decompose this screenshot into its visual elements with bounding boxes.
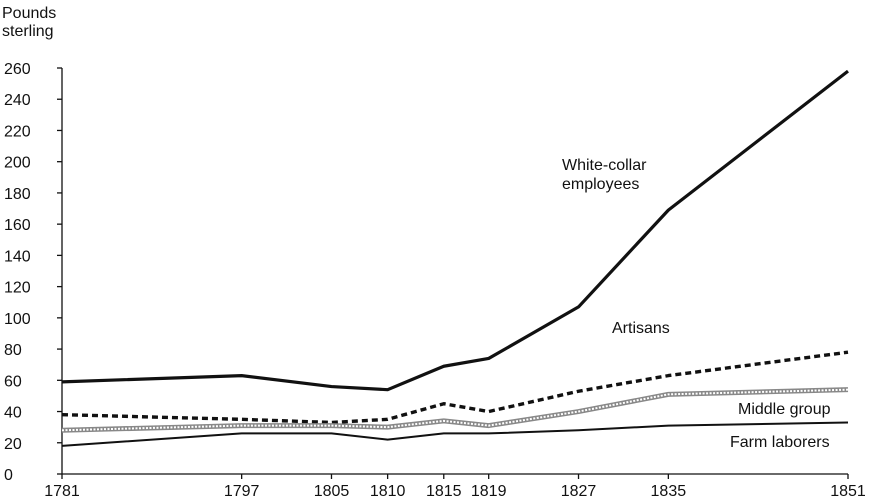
y-tick-label: 160: [4, 217, 31, 234]
x-tick-label: 1797: [224, 483, 260, 500]
series-line: [61, 388, 849, 432]
y-tick-label: 100: [4, 311, 31, 328]
series-label: Artisans: [612, 320, 670, 337]
series-label: Middle group: [738, 401, 831, 418]
y-tick-label: 80: [4, 342, 22, 359]
y-tick-label: 200: [4, 155, 31, 172]
y-tick-label: 40: [4, 405, 22, 422]
x-tick-label: 1835: [651, 483, 687, 500]
y-tick-label: 0: [4, 467, 13, 484]
x-tick-label: 1819: [471, 483, 507, 500]
series-label-line: employees: [562, 176, 639, 193]
y-tick-label: 240: [4, 92, 31, 109]
x-tick-label: 1851: [830, 483, 866, 500]
series-label-line: White-collar: [562, 157, 651, 174]
y-tick-label: 120: [4, 280, 31, 297]
y-tick-label: 180: [4, 186, 31, 203]
y-tick-label: 60: [4, 373, 22, 390]
y-tick-label: 140: [4, 248, 31, 265]
y-axis-label: Pounds: [2, 5, 56, 22]
x-tick-label: 1781: [44, 483, 80, 500]
y-tick-label: 260: [4, 61, 31, 78]
series-line: [61, 421, 849, 447]
series-line: [61, 69, 849, 392]
y-tick-label: 220: [4, 123, 31, 140]
series-label: White-collar employees: [562, 157, 651, 193]
y-axis-label: sterling: [2, 23, 54, 40]
x-tick-label: 1827: [561, 483, 597, 500]
x-tick-label: 1815: [426, 483, 462, 500]
x-tick-label: 1805: [314, 483, 350, 500]
y-tick-label: 20: [4, 436, 22, 453]
series-line: [61, 350, 849, 425]
series-label: Farm laborers: [730, 434, 830, 451]
x-tick-label: 1810: [370, 483, 406, 500]
